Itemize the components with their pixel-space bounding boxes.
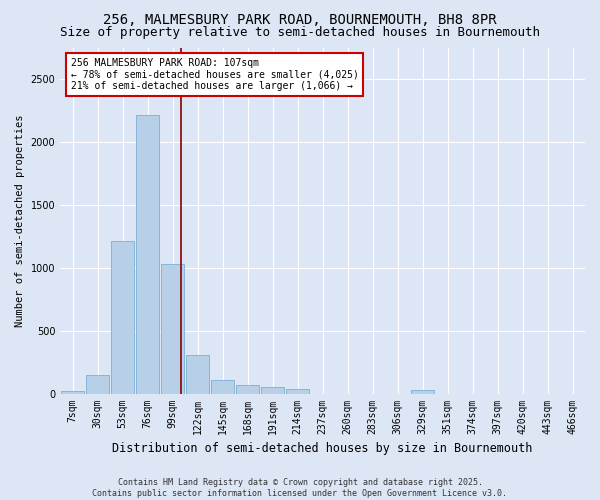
X-axis label: Distribution of semi-detached houses by size in Bournemouth: Distribution of semi-detached houses by … [112,442,533,455]
Bar [161,264,184,394]
Text: 256 MALMESBURY PARK ROAD: 107sqm
← 78% of semi-detached houses are smaller (4,02: 256 MALMESBURY PARK ROAD: 107sqm ← 78% o… [71,58,359,91]
Bar [211,380,234,394]
Bar [136,116,159,394]
Bar [187,354,209,394]
Bar [262,386,284,394]
Bar [112,242,134,394]
Text: Size of property relative to semi-detached houses in Bournemouth: Size of property relative to semi-detach… [60,26,540,39]
Text: Contains HM Land Registry data © Crown copyright and database right 2025.
Contai: Contains HM Land Registry data © Crown c… [92,478,508,498]
Bar [286,388,309,394]
Text: 256, MALMESBURY PARK ROAD, BOURNEMOUTH, BH8 8PR: 256, MALMESBURY PARK ROAD, BOURNEMOUTH, … [103,12,497,26]
Bar [61,391,84,394]
Bar [236,386,259,394]
Bar [86,374,109,394]
Bar [412,390,434,394]
Y-axis label: Number of semi-detached properties: Number of semi-detached properties [15,114,25,327]
